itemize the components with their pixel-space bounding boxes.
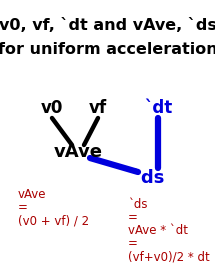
Text: =: =	[18, 201, 28, 214]
Text: `ds: `ds	[132, 169, 164, 187]
Text: (vf+v0)/2 * dt: (vf+v0)/2 * dt	[128, 250, 210, 263]
Text: for uniform acceleration: for uniform acceleration	[0, 42, 215, 57]
Text: vf: vf	[89, 99, 107, 117]
Text: v0, vf, `dt and vAve, `ds: v0, vf, `dt and vAve, `ds	[0, 18, 215, 33]
Text: `dt: `dt	[144, 99, 172, 117]
Text: =: =	[128, 237, 138, 250]
Text: v0: v0	[41, 99, 63, 117]
Text: `ds: `ds	[128, 198, 147, 211]
Text: vAve: vAve	[18, 188, 46, 201]
Text: vAve: vAve	[54, 143, 103, 161]
Text: vAve * `dt: vAve * `dt	[128, 224, 188, 237]
Text: =: =	[128, 211, 138, 224]
Text: (v0 + vf) / 2: (v0 + vf) / 2	[18, 214, 89, 227]
